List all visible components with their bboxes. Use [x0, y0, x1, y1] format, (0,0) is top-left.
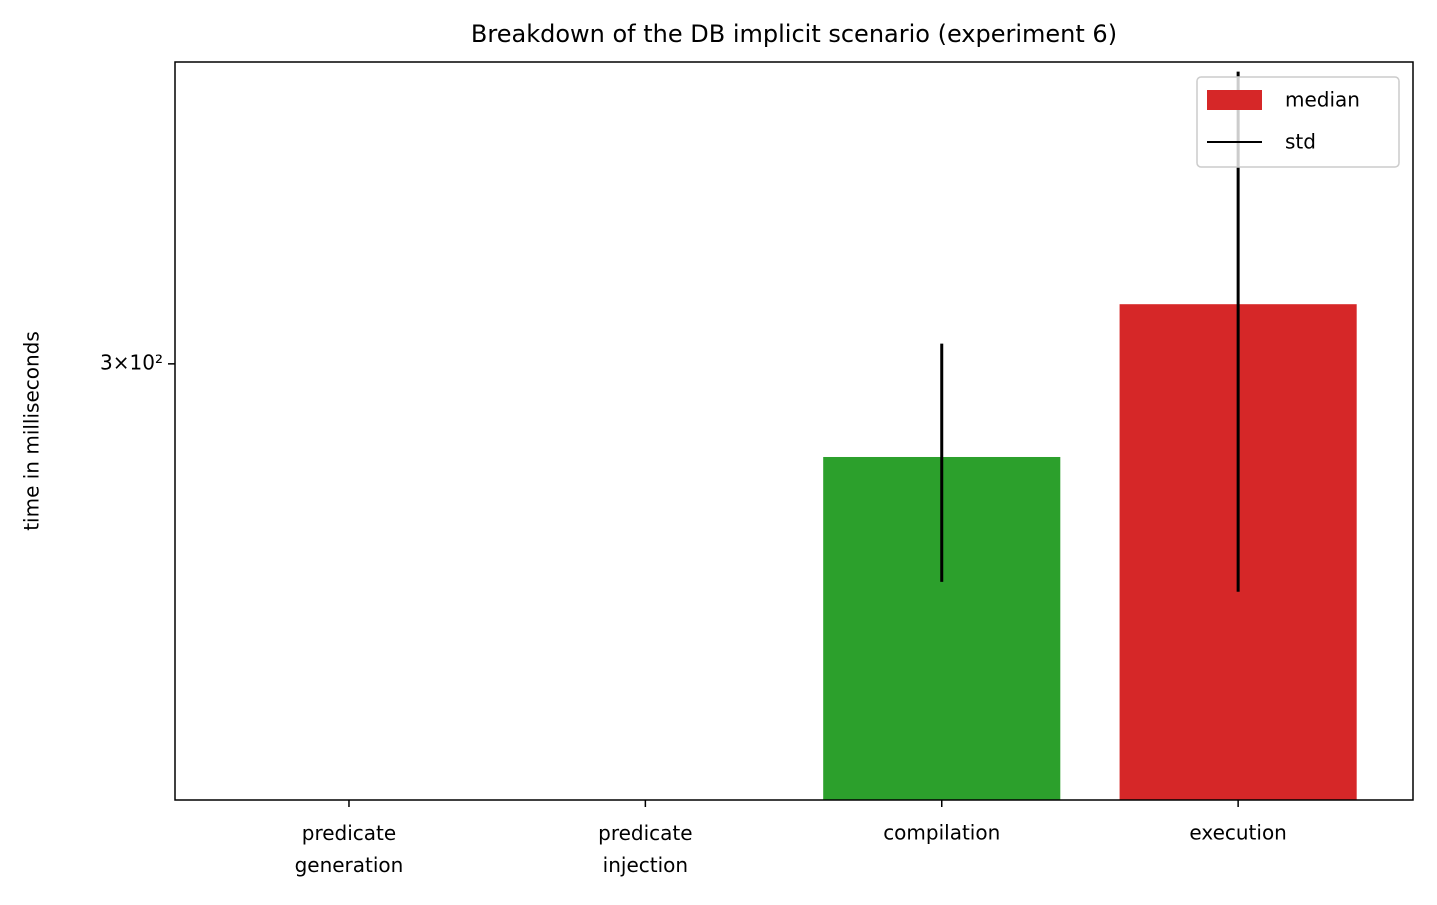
legend-swatch: [1207, 90, 1262, 110]
axes-frame: [174, 61, 1414, 801]
x-tick-label: predicate generation: [295, 821, 404, 877]
x-tick-label: execution: [1189, 821, 1286, 845]
legend-label: median: [1285, 88, 1360, 112]
y-axis-label: time in milliseconds: [20, 331, 44, 531]
legend-label: std: [1285, 130, 1316, 154]
chart-title: Breakdown of the DB implicit scenario (e…: [471, 20, 1117, 48]
y-tick-label: 3×10²: [100, 350, 163, 374]
x-tick-label: predicate injection: [598, 821, 692, 877]
plot-area: [823, 71, 1357, 800]
x-tick-label: compilation: [883, 821, 1000, 845]
